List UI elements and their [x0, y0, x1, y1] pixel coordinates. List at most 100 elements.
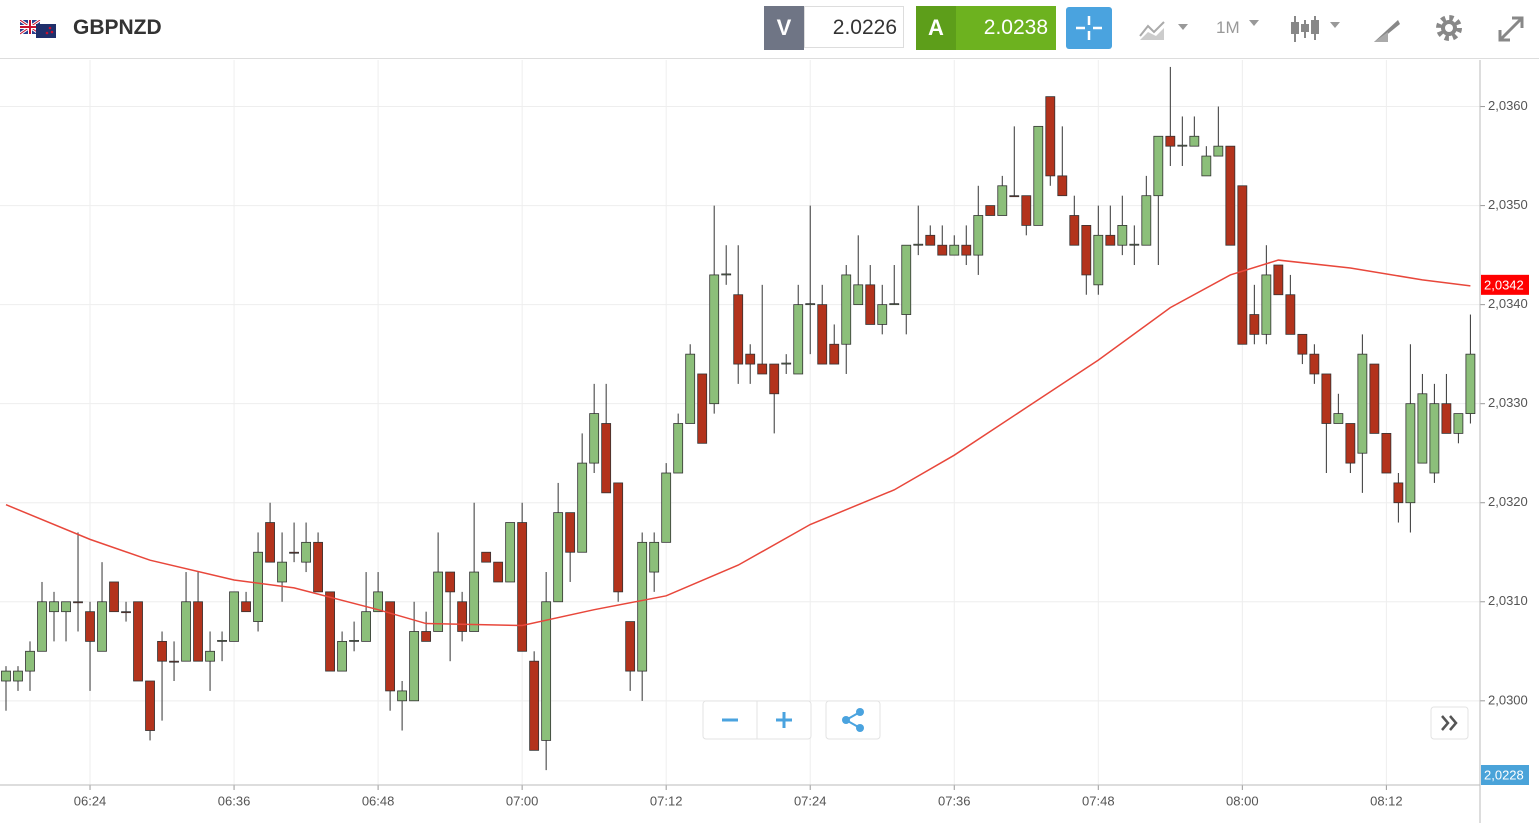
candle-body — [145, 680, 155, 731]
candle-body — [1429, 403, 1440, 474]
candle-body — [1393, 482, 1404, 504]
x-tick-label: 07:36 — [938, 793, 971, 808]
fullscreen-icon[interactable] — [1496, 14, 1526, 44]
candle-body — [709, 274, 720, 405]
candle-body — [529, 660, 540, 751]
candle-body — [745, 353, 756, 365]
candle-body — [1021, 195, 1032, 226]
candle-body — [733, 294, 744, 365]
candle-body — [1441, 403, 1452, 434]
y-tick-label: 2,0330 — [1488, 395, 1528, 410]
share-button[interactable] — [842, 708, 864, 732]
x-tick-label: 06:48 — [362, 793, 395, 808]
candle-body — [1405, 403, 1416, 504]
candle-body — [385, 601, 396, 692]
candle-body — [1333, 413, 1344, 424]
candle-body — [829, 343, 840, 365]
candle-body — [1381, 432, 1392, 474]
candle-body — [1201, 155, 1212, 177]
zoom-in[interactable] — [776, 712, 792, 728]
candle-body — [1465, 353, 1476, 414]
candle-body — [85, 611, 95, 642]
candle-body — [997, 185, 1008, 216]
x-tick-label: 06:36 — [218, 793, 251, 808]
y-tick-label: 2,0360 — [1488, 98, 1528, 113]
candle-body — [445, 571, 456, 593]
flag-icon — [20, 20, 56, 38]
scroll-end-button[interactable] — [1430, 706, 1470, 742]
candle-body — [757, 363, 768, 375]
candle-body — [433, 571, 444, 632]
candle-body — [901, 244, 912, 315]
zoom-controls — [702, 700, 881, 740]
candle-body — [373, 591, 384, 613]
candle-body — [889, 303, 900, 306]
candle-body — [157, 640, 167, 662]
candle-body — [1165, 135, 1176, 147]
buy-label[interactable]: A — [916, 6, 956, 50]
candle-body — [973, 215, 984, 256]
candle-body — [229, 591, 239, 642]
candle-body — [181, 601, 191, 662]
candle-body — [1069, 215, 1080, 246]
candle-body — [1309, 353, 1320, 375]
candle-body — [1453, 413, 1464, 434]
candle-body — [625, 621, 636, 672]
candle-body — [397, 690, 408, 702]
draw-icon[interactable] — [1372, 14, 1402, 44]
candle-body — [613, 482, 624, 593]
candle-body — [1261, 274, 1272, 335]
candle-body — [961, 244, 972, 256]
candle-body — [697, 373, 708, 444]
candle-body — [121, 611, 131, 614]
candle-body — [361, 611, 371, 642]
price-marker-label: 2,0342 — [1484, 277, 1524, 292]
candle-body — [1033, 125, 1044, 226]
candle-body — [673, 423, 684, 474]
candle-body — [1249, 314, 1260, 335]
candle-body — [661, 472, 672, 543]
candle-body — [193, 601, 203, 662]
candle-body — [97, 601, 107, 652]
candle-body — [817, 304, 828, 365]
sell-price[interactable]: 2.0226 — [804, 6, 904, 48]
candle-body — [337, 640, 347, 672]
candle-body — [73, 601, 83, 604]
candle-body — [553, 512, 564, 603]
settings-icon[interactable] — [1434, 13, 1464, 43]
candle-body — [1417, 393, 1428, 464]
candle-body — [877, 304, 888, 325]
y-tick-label: 2,0310 — [1488, 593, 1528, 608]
candle-body — [505, 522, 516, 583]
candle-icon[interactable] — [1290, 14, 1344, 44]
candle-body — [325, 591, 335, 672]
candle-body — [937, 244, 948, 256]
candle-body — [1321, 373, 1332, 424]
candle-body — [1369, 363, 1380, 434]
candle-body — [1225, 145, 1236, 246]
x-tick-label: 07:24 — [794, 793, 827, 808]
candle-body — [565, 512, 576, 553]
candle-body — [925, 234, 936, 246]
timeframe[interactable]: 1M — [1216, 18, 1240, 37]
candle-body — [205, 650, 215, 662]
candle-body — [517, 522, 528, 652]
candle-body — [1297, 333, 1308, 355]
candle-body — [241, 601, 251, 613]
candle-body — [1153, 135, 1164, 197]
chart-type-icon[interactable] — [1138, 16, 1190, 42]
candle-body — [13, 670, 23, 682]
candle-body — [805, 303, 816, 306]
candle-body — [1105, 234, 1116, 246]
dropdown[interactable] — [1248, 16, 1262, 36]
candle-body — [1129, 243, 1140, 246]
crosshair-button[interactable] — [1066, 7, 1112, 49]
candle-body — [409, 631, 420, 702]
sell-label[interactable]: V — [764, 6, 804, 50]
symbol: GBPNZD — [73, 16, 162, 39]
buy-price[interactable]: 2.0238 — [956, 6, 1056, 50]
candle-body — [49, 601, 59, 613]
candle-body — [1213, 145, 1224, 157]
candle-body — [913, 243, 924, 246]
candle-body — [37, 601, 47, 652]
